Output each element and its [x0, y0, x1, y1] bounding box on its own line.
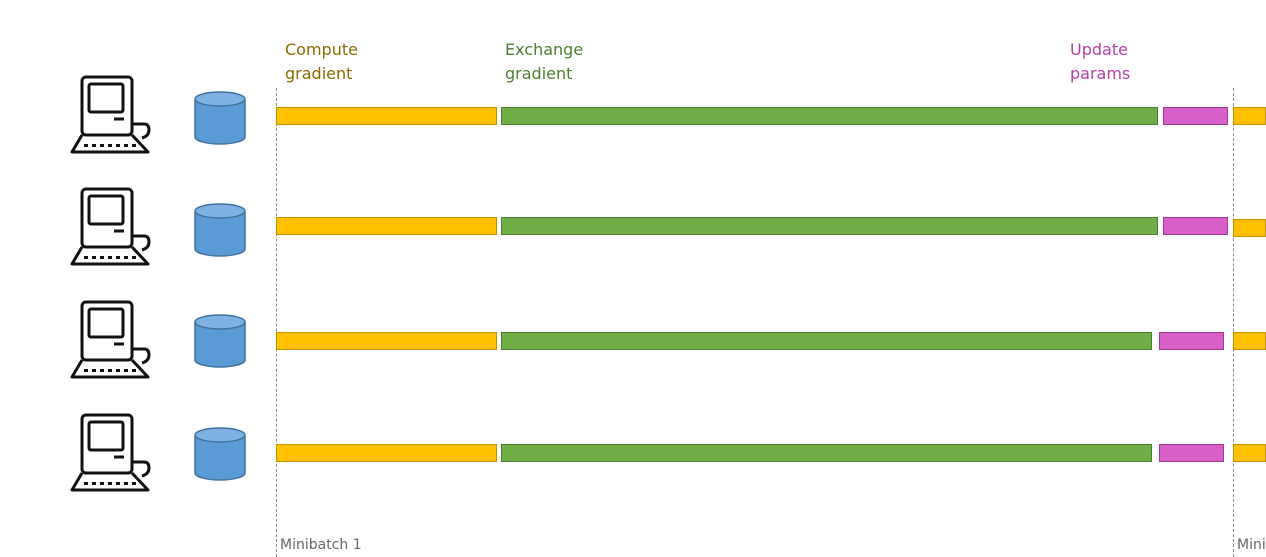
- database-icon: [194, 91, 246, 145]
- minibatch-1-boundary: [276, 88, 277, 557]
- database-icon: [194, 427, 246, 481]
- exchange-label-line-2: gradient: [505, 64, 573, 83]
- minibatch-2-label: Mini: [1237, 537, 1266, 553]
- minibatch-2-boundary: [1233, 88, 1234, 557]
- exchange-gradient-bar: [501, 107, 1158, 125]
- update-params-bar: [1159, 444, 1224, 462]
- compute-gradient-bar: [276, 444, 497, 462]
- database-icon: [194, 203, 246, 257]
- next-compute-gradient-bar: [1233, 107, 1266, 125]
- update-params-bar: [1163, 217, 1228, 235]
- computer-icon: [70, 187, 151, 266]
- update-label-line-1: Update: [1070, 40, 1128, 59]
- computer-icon: [70, 300, 151, 379]
- update-params-label: Update params: [1070, 38, 1130, 86]
- minibatch-1-label: Minibatch 1: [280, 537, 362, 553]
- compute-gradient-bar: [276, 107, 497, 125]
- computer-icon: [70, 413, 151, 492]
- compute-label-line-1: Compute: [285, 40, 358, 59]
- compute-gradient-bar: [276, 332, 497, 350]
- compute-label-line-2: gradient: [285, 64, 353, 83]
- next-compute-gradient-bar: [1233, 219, 1266, 237]
- worker-row-1: [0, 72, 1266, 162]
- worker-row-4: [0, 408, 1266, 498]
- exchange-gradient-bar: [501, 444, 1152, 462]
- update-params-bar: [1159, 332, 1224, 350]
- worker-row-3: [0, 295, 1266, 385]
- exchange-gradient-bar: [501, 332, 1152, 350]
- next-compute-gradient-bar: [1233, 332, 1266, 350]
- database-icon: [194, 314, 246, 368]
- update-params-bar: [1163, 107, 1228, 125]
- next-compute-gradient-bar: [1233, 444, 1266, 462]
- compute-gradient-label: Compute gradient: [285, 38, 358, 86]
- compute-gradient-bar: [276, 217, 497, 235]
- exchange-label-line-1: Exchange: [505, 40, 584, 59]
- exchange-gradient-bar: [501, 217, 1158, 235]
- exchange-gradient-label: Exchange gradient: [505, 38, 583, 86]
- update-label-line-2: params: [1070, 64, 1131, 83]
- worker-row-2: [0, 182, 1266, 272]
- computer-icon: [70, 75, 151, 154]
